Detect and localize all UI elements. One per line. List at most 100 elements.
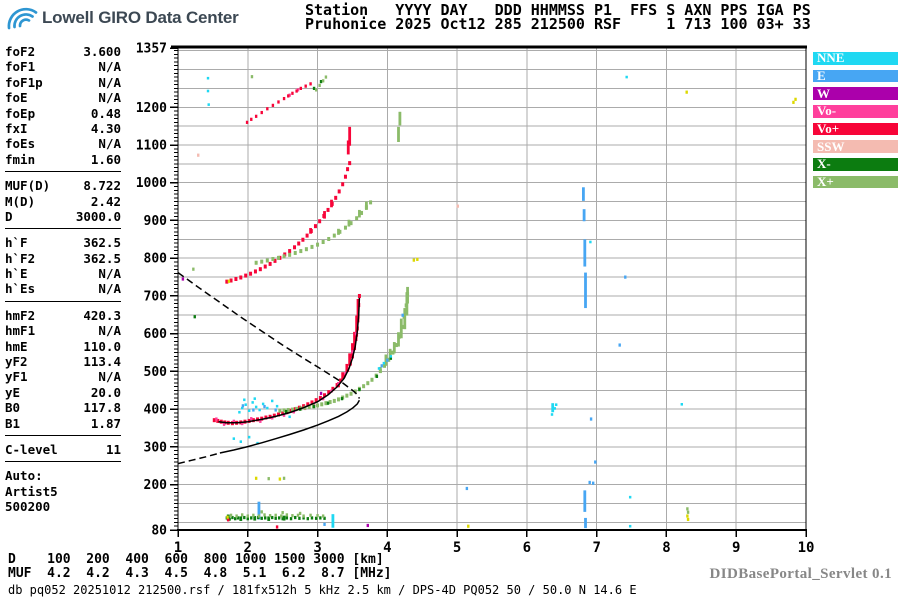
echo-nne-speckle bbox=[589, 240, 592, 244]
param-value: N/A bbox=[98, 59, 121, 75]
echo-o-trace bbox=[339, 378, 343, 383]
autoscaling-info-line: 500200 bbox=[5, 499, 51, 515]
echo-es-band-light bbox=[252, 513, 255, 517]
echo-es-band-dark bbox=[267, 516, 271, 521]
param-label: hmE bbox=[5, 338, 28, 354]
param-row-mufd: MUF(D) 8.722 bbox=[5, 178, 121, 193]
echo-x-trace bbox=[398, 111, 402, 126]
echo-o-trace bbox=[268, 414, 272, 419]
echo-o-multiple2 bbox=[346, 167, 350, 172]
echo-es-band-dark bbox=[234, 517, 237, 521]
echo-x-trace bbox=[388, 348, 392, 360]
param-divider bbox=[5, 434, 121, 436]
param-value: 110.0 bbox=[83, 338, 121, 354]
echo-nne-speckle bbox=[253, 397, 256, 400]
echo-o-multiple2 bbox=[346, 140, 350, 155]
echo-e-speckle bbox=[386, 358, 389, 362]
echo-e-speckle bbox=[591, 481, 595, 485]
echo-o-multiple2 bbox=[273, 258, 277, 263]
echo-es-band-light bbox=[229, 513, 233, 517]
echo-es-band-dark bbox=[243, 515, 246, 520]
echo-e-speckle bbox=[241, 404, 245, 408]
echo-x-trace-dark bbox=[312, 404, 316, 409]
param-divider bbox=[5, 228, 121, 230]
echo-o-trace bbox=[353, 331, 356, 350]
echo-direction-legend: NNE E W Vo- Vo+ SSW X- X+ bbox=[813, 50, 898, 194]
echo-o-multiple3 bbox=[291, 91, 294, 95]
echo-nne-speckle bbox=[271, 399, 274, 403]
echo-es-band-light bbox=[274, 513, 277, 517]
y-tick-label: 700 bbox=[144, 289, 168, 304]
echo-nne-speckle bbox=[680, 403, 683, 406]
echo-nne-speckle bbox=[261, 402, 265, 406]
echo-o-trace bbox=[314, 398, 318, 403]
param-value: 3.600 bbox=[83, 44, 121, 59]
param-value: 11 bbox=[105, 441, 121, 457]
y-tick-label: 1100 bbox=[136, 139, 167, 154]
echo-o-trace bbox=[345, 363, 349, 373]
param-label: foEp bbox=[5, 105, 36, 121]
echo-es-band-light bbox=[257, 514, 261, 518]
y-tick-label: 1000 bbox=[136, 176, 167, 191]
echo-o-multiple2 bbox=[318, 219, 322, 224]
echo-o-multiple2 bbox=[341, 182, 345, 187]
y-tick-label: 600 bbox=[144, 327, 168, 342]
echo-nne-speckle bbox=[266, 406, 269, 410]
y-tick-label: 800 bbox=[144, 252, 168, 267]
echo-o-multiple2 bbox=[229, 278, 233, 283]
echo-nne-speckle bbox=[247, 435, 251, 439]
param-value: 117.8 bbox=[83, 400, 121, 416]
echo-x-multiple2 bbox=[321, 240, 325, 245]
param-row-hme: hmE 110.0 bbox=[5, 339, 121, 354]
param-label: h`E bbox=[5, 266, 28, 282]
echo-x-trace-dark bbox=[319, 79, 323, 84]
echo-o-trace-pink bbox=[337, 381, 340, 386]
param-label: B0 bbox=[5, 400, 21, 416]
param-row-fof2: foF2 3.600 bbox=[5, 44, 121, 59]
param-row-foes: foEs N/A bbox=[5, 136, 121, 151]
param-label: M(D) bbox=[5, 193, 36, 209]
echo-o-trace bbox=[310, 400, 314, 405]
y-tick-label: 200 bbox=[144, 478, 168, 493]
echo-x-trace bbox=[349, 391, 353, 396]
y-tick-label: 80 bbox=[151, 524, 167, 539]
logo-text: Lowell GIRO Data Center bbox=[42, 8, 239, 27]
echo-x-misc bbox=[686, 507, 689, 511]
echo-x-trace bbox=[320, 402, 324, 407]
curve-profile-bottomside bbox=[219, 399, 361, 454]
echo-x-trace bbox=[332, 398, 336, 403]
echo-es-band-dark bbox=[314, 516, 318, 520]
echo-o-multiple3 bbox=[282, 96, 286, 101]
param-value: 362.5 bbox=[83, 250, 121, 266]
curve-profile-below-fmin-extrapolated bbox=[177, 452, 221, 465]
param-row-yf2: yF2 113.4 bbox=[5, 354, 121, 369]
echo-o-trace bbox=[272, 413, 276, 418]
echo-x-trace bbox=[403, 308, 407, 330]
echo-x-multiple2 bbox=[355, 216, 359, 221]
echo-nne-speckle bbox=[247, 409, 251, 413]
echo-x-multiple2 bbox=[271, 256, 275, 261]
param-value: 420.3 bbox=[83, 307, 121, 323]
echo-es-band-dark bbox=[271, 515, 274, 520]
echo-x-misc bbox=[192, 267, 195, 271]
echo-o-multiple2 bbox=[337, 189, 341, 194]
echo-o-trace bbox=[264, 415, 268, 420]
param-value: N/A bbox=[98, 369, 121, 385]
echo-x-multiple2 bbox=[327, 236, 331, 241]
x-tick-label: 3 bbox=[313, 540, 321, 556]
param-value: N/A bbox=[98, 281, 121, 297]
param-label: foF2 bbox=[5, 44, 36, 59]
echo-nne-speckle bbox=[553, 407, 556, 410]
x-tick-label: 6 bbox=[523, 540, 531, 556]
echo-e-speckle bbox=[583, 490, 587, 512]
legend-item-nne: NNE bbox=[813, 50, 898, 65]
echo-x-trace bbox=[397, 332, 400, 347]
echo-x-trace bbox=[290, 407, 294, 412]
servlet-version-label: DIDBasePortal_Servlet 0.1 bbox=[709, 566, 892, 582]
echo-nne-speckle bbox=[288, 415, 291, 419]
echo-es-band-dark bbox=[246, 517, 249, 521]
echo-red-misc bbox=[227, 518, 230, 522]
param-row-b0: B0 117.8 bbox=[5, 400, 121, 415]
echo-yellow-misc bbox=[794, 97, 797, 101]
echo-o-multiple3 bbox=[304, 84, 307, 88]
